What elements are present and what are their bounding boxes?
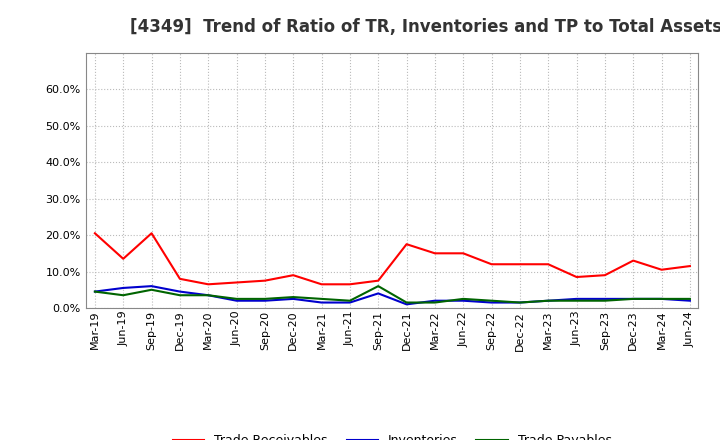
Inventories bbox=[459, 298, 467, 303]
Inventories bbox=[487, 300, 496, 305]
Inventories bbox=[318, 300, 326, 305]
Inventories bbox=[176, 289, 184, 294]
Inventories bbox=[685, 298, 694, 303]
Trade Receivables bbox=[289, 272, 297, 278]
Trade Receivables bbox=[119, 256, 127, 261]
Inventories bbox=[600, 296, 609, 301]
Trade Receivables bbox=[374, 278, 382, 283]
Trade Receivables bbox=[629, 258, 637, 263]
Text: [4349]  Trend of Ratio of TR, Inventories and TP to Total Assets: [4349] Trend of Ratio of TR, Inventories… bbox=[130, 18, 720, 36]
Trade Receivables bbox=[657, 267, 666, 272]
Trade Payables bbox=[261, 296, 269, 301]
Trade Payables bbox=[148, 287, 156, 293]
Trade Payables bbox=[657, 296, 666, 301]
Inventories bbox=[374, 291, 382, 296]
Trade Receivables bbox=[516, 262, 524, 267]
Trade Receivables bbox=[431, 251, 439, 256]
Trade Payables bbox=[374, 283, 382, 289]
Inventories bbox=[289, 296, 297, 301]
Trade Payables bbox=[629, 296, 637, 301]
Inventories bbox=[91, 289, 99, 294]
Inventories bbox=[233, 298, 241, 303]
Trade Receivables bbox=[318, 282, 326, 287]
Trade Payables bbox=[544, 298, 552, 303]
Trade Payables bbox=[487, 298, 496, 303]
Inventories bbox=[148, 283, 156, 289]
Inventories bbox=[431, 298, 439, 303]
Trade Receivables bbox=[91, 231, 99, 236]
Trade Payables bbox=[572, 298, 581, 303]
Trade Payables bbox=[233, 296, 241, 301]
Trade Receivables bbox=[572, 275, 581, 280]
Trade Payables bbox=[600, 298, 609, 303]
Trade Receivables bbox=[176, 276, 184, 282]
Trade Payables bbox=[176, 293, 184, 298]
Trade Payables bbox=[459, 296, 467, 301]
Trade Payables bbox=[91, 289, 99, 294]
Trade Payables bbox=[516, 300, 524, 305]
Trade Receivables bbox=[459, 251, 467, 256]
Inventories bbox=[572, 296, 581, 301]
Trade Payables bbox=[431, 300, 439, 305]
Inventories bbox=[657, 296, 666, 301]
Inventories bbox=[544, 298, 552, 303]
Trade Payables bbox=[685, 296, 694, 301]
Legend: Trade Receivables, Inventories, Trade Payables: Trade Receivables, Inventories, Trade Pa… bbox=[168, 429, 617, 440]
Inventories bbox=[402, 302, 411, 307]
Inventories bbox=[204, 293, 212, 298]
Trade Receivables bbox=[544, 262, 552, 267]
Trade Payables bbox=[402, 300, 411, 305]
Line: Trade Receivables: Trade Receivables bbox=[95, 233, 690, 284]
Inventories bbox=[516, 300, 524, 305]
Trade Receivables bbox=[233, 280, 241, 285]
Trade Receivables bbox=[346, 282, 354, 287]
Line: Trade Payables: Trade Payables bbox=[95, 286, 690, 303]
Inventories bbox=[119, 285, 127, 290]
Trade Receivables bbox=[685, 264, 694, 269]
Trade Receivables bbox=[204, 282, 212, 287]
Inventories bbox=[629, 296, 637, 301]
Trade Receivables bbox=[261, 278, 269, 283]
Trade Receivables bbox=[148, 231, 156, 236]
Trade Payables bbox=[119, 293, 127, 298]
Trade Receivables bbox=[487, 262, 496, 267]
Trade Receivables bbox=[600, 272, 609, 278]
Inventories bbox=[346, 300, 354, 305]
Trade Payables bbox=[204, 293, 212, 298]
Inventories bbox=[261, 298, 269, 303]
Trade Payables bbox=[346, 298, 354, 303]
Trade Payables bbox=[318, 296, 326, 301]
Trade Payables bbox=[289, 294, 297, 300]
Trade Receivables bbox=[402, 242, 411, 247]
Line: Inventories: Inventories bbox=[95, 286, 690, 304]
